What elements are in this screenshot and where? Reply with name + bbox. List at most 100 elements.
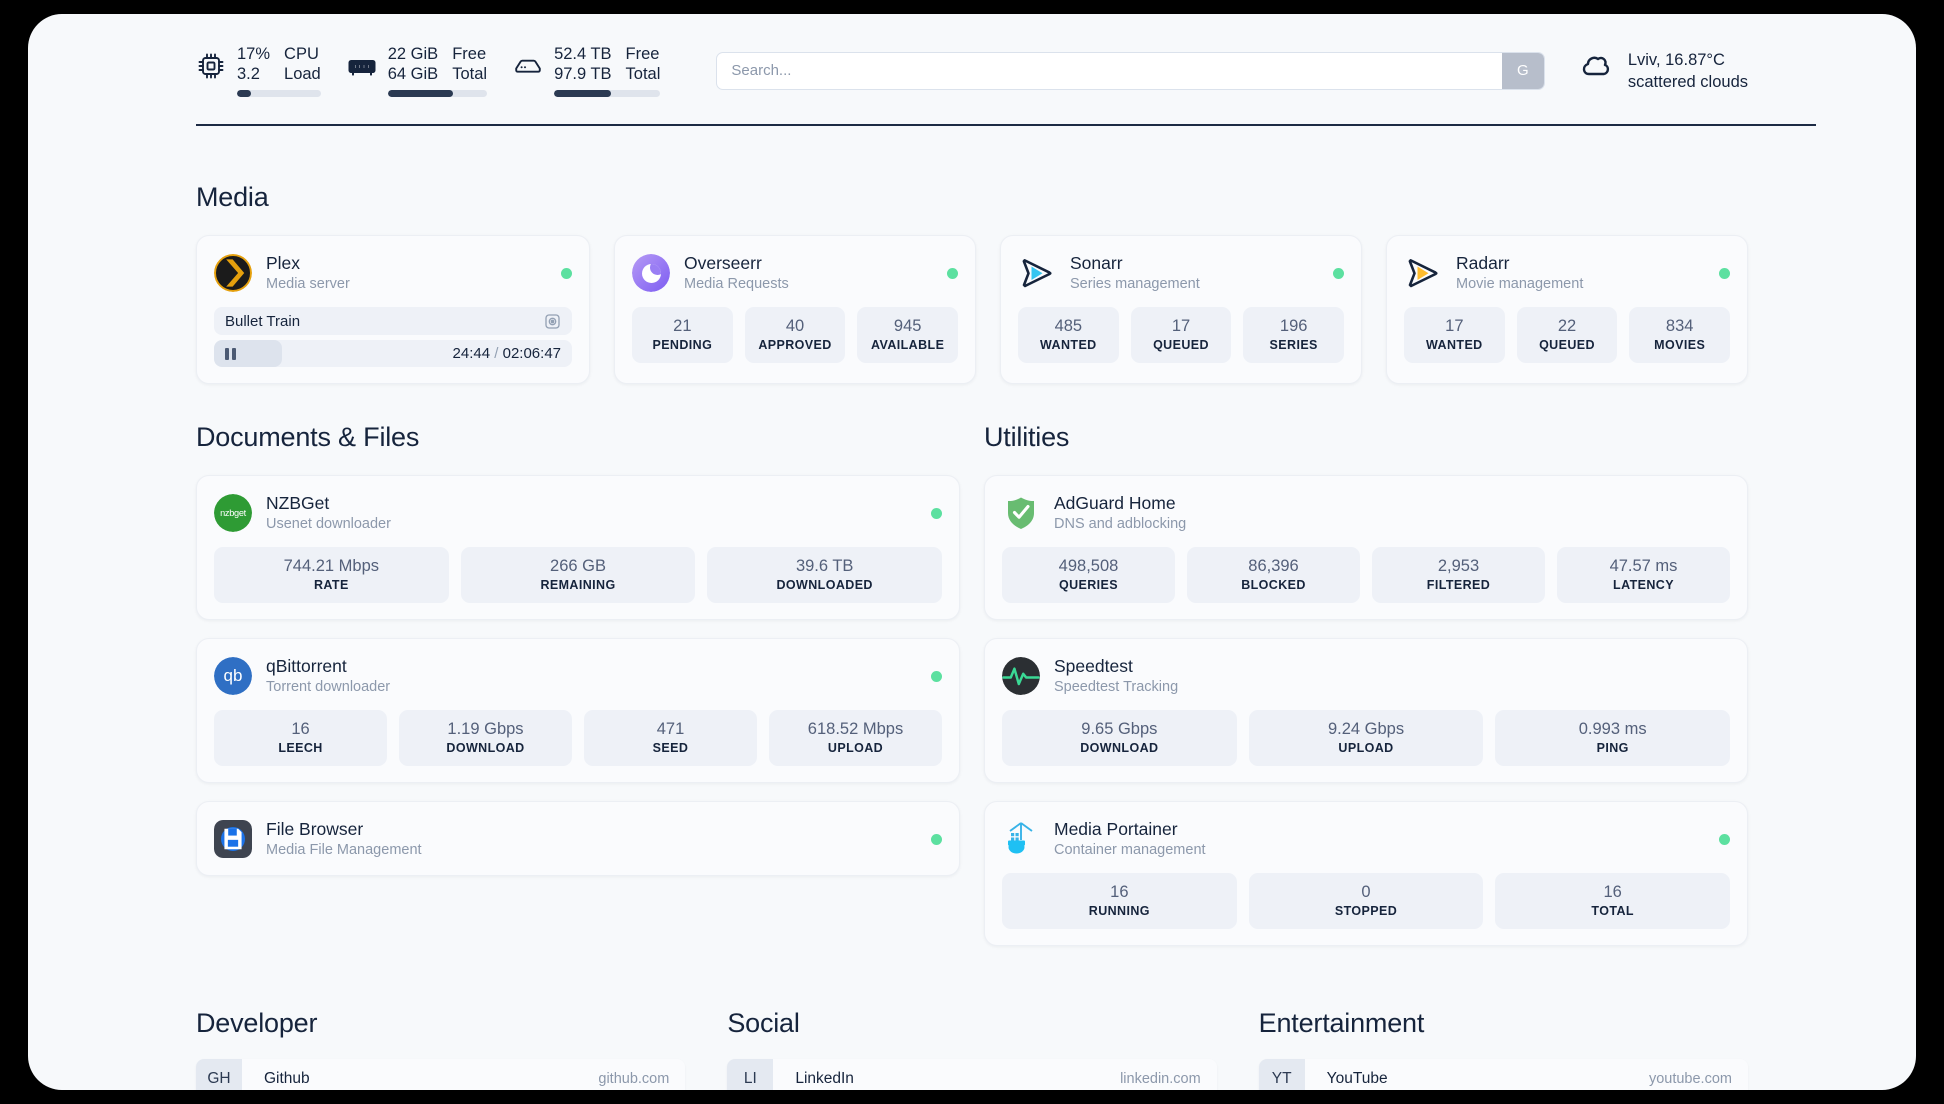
service-card-adguard-home[interactable]: AdGuard Home DNS and adblocking 498,508 … <box>984 475 1748 620</box>
service-card-file-browser[interactable]: File Browser Media File Management <box>196 801 960 876</box>
header-divider <box>196 124 1816 126</box>
tile-value: 485 <box>1054 317 1083 335</box>
service-card-plex[interactable]: Plex Media server Bullet Train 24:44 / 0… <box>196 235 590 384</box>
stat-label-bottom: Total <box>625 65 661 83</box>
bookmark-list: GH Github github.com SO StackOverflow st… <box>196 1059 686 1090</box>
dashboard-window: 17% 3.2 CPU Load 22 GiB 64 GiB Fre <box>28 14 1916 1090</box>
utilities-column: Utilities AdGuard Home DNS and adblockin… <box>984 422 1748 946</box>
tile-value: 834 <box>1665 317 1694 335</box>
service-card-nzbget[interactable]: nzbget NZBGet Usenet downloader 744.21 M… <box>196 475 960 620</box>
stat-tile[interactable]: 16 RUNNING <box>1002 873 1237 929</box>
documents-card-list: nzbget NZBGet Usenet downloader 744.21 M… <box>196 475 960 876</box>
service-card-qbittorrent[interactable]: qb qBittorrent Torrent downloader 16 LEE… <box>196 638 960 783</box>
stat-tile[interactable]: 196 SERIES <box>1243 307 1345 363</box>
stat-tile[interactable]: 39.6 TB DOWNLOADED <box>707 547 943 603</box>
stat-tile[interactable]: 9.24 Gbps UPLOAD <box>1248 710 1484 766</box>
bookmark-item[interactable]: YT YouTube youtube.com <box>1258 1059 1748 1090</box>
stat-tile[interactable]: 744.21 Mbps RATE <box>214 547 449 603</box>
tile-label: RATE <box>313 578 349 592</box>
stat-tile[interactable]: 16 LEECH <box>214 710 387 766</box>
pause-icon[interactable] <box>225 347 236 360</box>
service-card-overseerr[interactable]: Overseerr Media Requests 21 PENDING 40 A… <box>614 235 976 384</box>
bookmark-list: LI LinkedIn linkedin.com TW Twitter twit… <box>727 1059 1217 1090</box>
bookmark-url: linkedin.com <box>1120 1070 1201 1087</box>
stat-tile[interactable]: 9.65 Gbps DOWNLOAD <box>1002 710 1237 766</box>
documents-column: Documents & Files nzbget NZBGet Usenet d… <box>196 422 960 946</box>
stat-tile[interactable]: 471 SEED <box>584 710 757 766</box>
stat-tile[interactable]: 40 APPROVED <box>744 307 846 363</box>
tile-value: 196 <box>1279 317 1308 335</box>
stat-tile[interactable]: 0 STOPPED <box>1248 873 1484 929</box>
stat-sub: 3.2 <box>237 65 260 83</box>
stat-tile[interactable]: 1.19 Gbps DOWNLOAD <box>399 710 572 766</box>
service-card-radarr[interactable]: Radarr Movie management 17 WANTED 22 QUE… <box>1386 235 1748 384</box>
stat-tiles: 16 LEECH 1.19 Gbps DOWNLOAD 471 SEED 618… <box>214 710 942 766</box>
card-header: Plex Media server <box>214 253 572 293</box>
bookmark-badge: YT <box>1258 1059 1305 1090</box>
stat-label-top: Free <box>625 45 660 63</box>
stat-tile[interactable]: 17 WANTED <box>1404 307 1505 363</box>
stat-tile[interactable]: 0.993 ms PING <box>1495 710 1731 766</box>
search-submit-button[interactable]: G <box>1501 52 1544 89</box>
stat-tile[interactable]: 498,508 QUERIES <box>1002 547 1175 603</box>
search-input[interactable] <box>717 52 1502 89</box>
weather-location-temp: Lviv, 16.87°C <box>1627 50 1725 69</box>
stat-label-bottom: Load <box>284 65 321 83</box>
service-card-speedtest[interactable]: Speedtest Speedtest Tracking 9.65 Gbps D… <box>984 638 1748 783</box>
tile-label: AVAILABLE <box>871 338 945 352</box>
nzbget-icon: nzbget <box>214 494 252 532</box>
portainer-icon <box>1002 820 1040 858</box>
stat-tile[interactable]: 2,953 FILTERED <box>1372 547 1545 603</box>
middle-columns: Documents & Files nzbget NZBGet Usenet d… <box>196 422 1748 946</box>
tile-value: 9.65 Gbps <box>1081 720 1158 738</box>
service-description: Speedtest Tracking <box>1054 679 1179 695</box>
cast-icon[interactable] <box>544 313 561 330</box>
service-name: Media Portainer <box>1054 819 1178 839</box>
playback-progress[interactable]: 24:44 / 02:06:47 <box>214 340 572 367</box>
status-indicator-online <box>561 267 572 279</box>
tile-label: TOTAL <box>1591 904 1634 918</box>
stat-tile[interactable]: 17 QUEUED <box>1130 307 1232 363</box>
tile-label: STOPPED <box>1334 904 1398 918</box>
tile-value: 16 <box>291 720 310 738</box>
tile-value: 9.24 Gbps <box>1327 720 1405 738</box>
stat-tile[interactable]: 945 AVAILABLE <box>857 307 959 363</box>
stat-tile[interactable]: 485 WANTED <box>1018 307 1119 363</box>
stat-tile[interactable]: 47.57 ms LATENCY <box>1557 547 1730 603</box>
tile-label: DOWNLOAD <box>446 741 525 755</box>
service-name: Radarr <box>1456 253 1510 273</box>
now-playing-bar: Bullet Train <box>214 307 572 335</box>
stat-tile[interactable]: 16 TOTAL <box>1495 873 1731 929</box>
service-card-sonarr[interactable]: Sonarr Series management 485 WANTED 17 Q… <box>1000 235 1362 384</box>
stat-label-bottom: Total <box>452 65 488 83</box>
now-playing-title: Bullet Train <box>225 312 301 330</box>
stat-tile[interactable]: 86,396 BLOCKED <box>1187 547 1360 603</box>
status-indicator-online <box>947 267 958 279</box>
tile-label: SEED <box>652 741 689 755</box>
service-name: Plex <box>266 253 301 273</box>
tile-value: 0.993 ms <box>1578 720 1647 738</box>
stat-tile[interactable]: 834 MOVIES <box>1629 307 1731 363</box>
stat-tile[interactable]: 21 PENDING <box>632 307 733 363</box>
card-header: AdGuard Home DNS and adblocking <box>1002 493 1730 533</box>
tile-label: QUEUED <box>1153 338 1209 352</box>
bookmark-item[interactable]: LI LinkedIn linkedin.com <box>727 1059 1217 1090</box>
tile-label: MOVIES <box>1654 338 1706 352</box>
stat-tiles: 744.21 Mbps RATE 266 GB REMAINING 39.6 T… <box>214 547 943 603</box>
tile-value: 0 <box>1361 883 1371 901</box>
tile-label: APPROVED <box>758 338 832 352</box>
stat-tile[interactable]: 266 GB REMAINING <box>460 547 696 603</box>
disk-icon <box>513 51 543 81</box>
tile-value: 266 GB <box>550 557 606 575</box>
search-area: G <box>716 51 1545 90</box>
search-box[interactable]: G <box>716 51 1545 90</box>
stat-tile[interactable]: 22 QUEUED <box>1516 307 1618 363</box>
stat-progress-bar <box>237 90 321 97</box>
card-header: Sonarr Series management <box>1018 253 1344 293</box>
stat-progress-bar <box>387 90 488 97</box>
service-card-media-portainer[interactable]: Media Portainer Container management 16 … <box>984 801 1748 946</box>
tile-value: 498,508 <box>1058 557 1119 575</box>
stat-tile[interactable]: 618.52 Mbps UPLOAD <box>769 710 942 766</box>
bookmark-item[interactable]: GH Github github.com <box>196 1059 686 1090</box>
service-name: NZBGet <box>266 493 330 513</box>
